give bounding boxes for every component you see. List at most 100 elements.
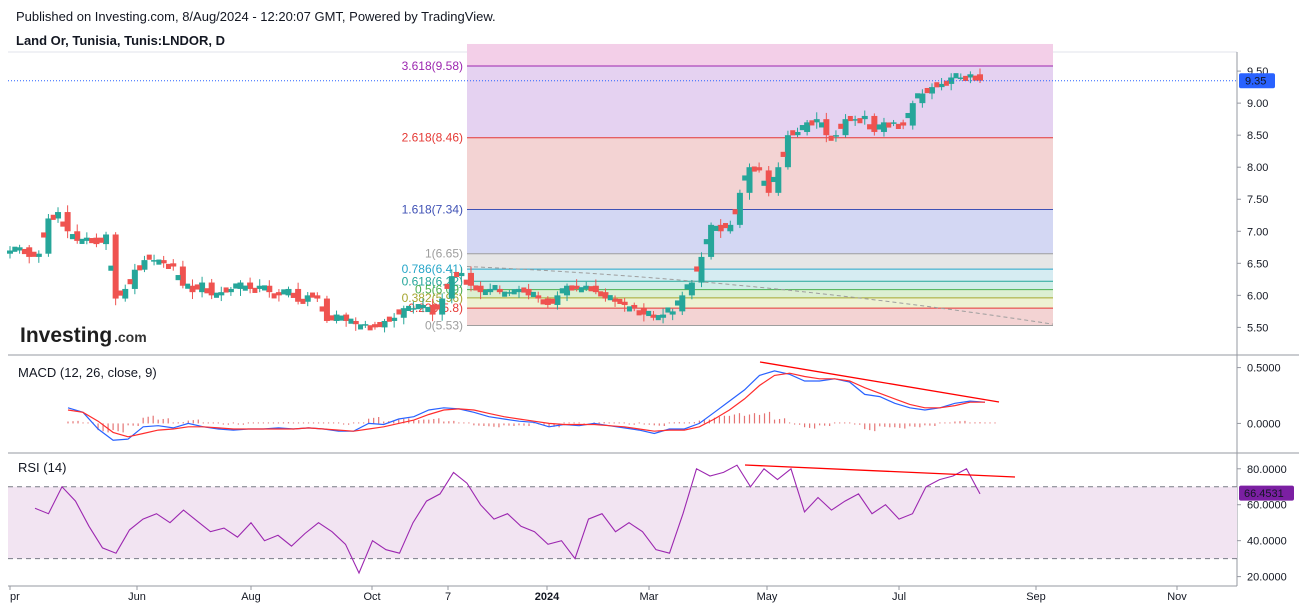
candle-body[interactable] bbox=[665, 307, 671, 313]
candle-body[interactable] bbox=[69, 234, 75, 240]
candle-body[interactable] bbox=[242, 285, 248, 291]
candle-body[interactable] bbox=[31, 251, 37, 257]
candle-body[interactable] bbox=[237, 282, 244, 289]
candle-body[interactable] bbox=[295, 288, 302, 302]
candle-body[interactable] bbox=[708, 224, 715, 257]
candle-body[interactable] bbox=[262, 285, 268, 291]
candle-body[interactable] bbox=[506, 292, 513, 294]
candle-body[interactable] bbox=[784, 135, 791, 168]
candle-body[interactable] bbox=[857, 118, 863, 124]
candle-body[interactable] bbox=[703, 239, 709, 245]
candle-body[interactable] bbox=[252, 287, 258, 293]
time-axis[interactable]: pr Jun Aug Oct 7 2024 Mar May Jul Sep Nov bbox=[9, 586, 1187, 603]
candle-body[interactable] bbox=[564, 285, 571, 296]
candle-body[interactable] bbox=[895, 123, 901, 130]
candle-body[interactable] bbox=[227, 288, 234, 293]
candle-body[interactable] bbox=[410, 308, 417, 310]
candle-body[interactable] bbox=[607, 295, 613, 301]
candle-body[interactable] bbox=[828, 135, 834, 141]
candle-body[interactable] bbox=[852, 119, 859, 121]
candle-body[interactable] bbox=[977, 74, 983, 81]
candle-body[interactable] bbox=[16, 247, 23, 251]
candle-body[interactable] bbox=[540, 299, 546, 305]
candle-body[interactable] bbox=[477, 285, 484, 293]
candle-body[interactable] bbox=[948, 77, 955, 84]
candle-body[interactable] bbox=[530, 291, 536, 297]
candle-body[interactable] bbox=[333, 314, 340, 321]
candle-body[interactable] bbox=[598, 291, 604, 297]
candle-body[interactable] bbox=[362, 324, 369, 326]
candle-body[interactable] bbox=[98, 237, 104, 243]
candle-body[interactable] bbox=[602, 292, 609, 299]
candle-body[interactable] bbox=[890, 122, 897, 124]
candle-body[interactable] bbox=[55, 212, 62, 219]
candle-body[interactable] bbox=[314, 295, 321, 299]
candle-body[interactable] bbox=[117, 290, 123, 296]
candle-body[interactable] bbox=[281, 289, 287, 295]
candle-body[interactable] bbox=[444, 283, 450, 289]
candle-body[interactable] bbox=[578, 287, 584, 293]
candle-body[interactable] bbox=[304, 295, 311, 302]
candle-body[interactable] bbox=[160, 260, 167, 264]
candle-body[interactable] bbox=[751, 166, 757, 172]
candle-body[interactable] bbox=[218, 292, 225, 296]
candle-body[interactable] bbox=[799, 125, 805, 131]
candle-body[interactable] bbox=[12, 246, 18, 252]
candle-body[interactable] bbox=[41, 232, 47, 238]
candle-body[interactable] bbox=[722, 223, 728, 229]
candle-body[interactable] bbox=[727, 224, 734, 232]
candle-body[interactable] bbox=[640, 308, 647, 315]
candle-body[interactable] bbox=[838, 123, 844, 129]
candle-body[interactable] bbox=[74, 231, 81, 241]
candle-body[interactable] bbox=[415, 304, 421, 310]
candle-body[interactable] bbox=[45, 218, 52, 254]
candle-body[interactable] bbox=[93, 237, 100, 245]
candle-body[interactable] bbox=[521, 287, 527, 293]
candle-body[interactable] bbox=[429, 304, 436, 315]
candle-body[interactable] bbox=[396, 309, 402, 315]
candle-body[interactable] bbox=[880, 122, 887, 132]
candle-body[interactable] bbox=[573, 285, 580, 289]
candle-body[interactable] bbox=[698, 256, 705, 283]
candle-body[interactable] bbox=[679, 295, 686, 312]
candle-body[interactable] bbox=[886, 122, 892, 128]
candle-body[interactable] bbox=[271, 293, 277, 299]
candle-body[interactable] bbox=[861, 115, 868, 120]
candle-body[interactable] bbox=[473, 285, 479, 291]
candle-body[interactable] bbox=[957, 77, 964, 80]
price-scale[interactable]: 9.509.008.508.007.507.006.506.005.50 bbox=[1237, 66, 1268, 334]
candle-body[interactable] bbox=[487, 288, 494, 293]
candle-body[interactable] bbox=[367, 325, 373, 331]
candle-body[interactable] bbox=[137, 265, 143, 271]
candle-body[interactable] bbox=[909, 103, 916, 126]
candle-body[interactable] bbox=[165, 263, 171, 269]
candle-body[interactable] bbox=[963, 75, 969, 82]
candle-body[interactable] bbox=[26, 247, 33, 257]
macd-divergence-trendline[interactable] bbox=[759, 361, 1000, 403]
candlestick-series[interactable] bbox=[7, 68, 983, 333]
candle-body[interactable] bbox=[972, 75, 978, 81]
candle-body[interactable] bbox=[765, 170, 772, 193]
candle-body[interactable] bbox=[544, 298, 551, 305]
candle-body[interactable] bbox=[876, 124, 882, 130]
candle-body[interactable] bbox=[127, 279, 133, 285]
candle-body[interactable] bbox=[832, 135, 839, 137]
candle-body[interactable] bbox=[425, 306, 431, 313]
candle-body[interactable] bbox=[343, 314, 350, 321]
candle-body[interactable] bbox=[103, 234, 110, 245]
candle-body[interactable] bbox=[900, 122, 907, 126]
candle-body[interactable] bbox=[804, 122, 811, 132]
candle-body[interactable] bbox=[175, 275, 181, 281]
candle-body[interactable] bbox=[694, 266, 700, 272]
candle-body[interactable] bbox=[406, 305, 412, 311]
candle-body[interactable] bbox=[141, 260, 148, 270]
candle-body[interactable] bbox=[391, 317, 398, 321]
candle-body[interactable] bbox=[943, 80, 949, 86]
candle-body[interactable] bbox=[419, 304, 426, 309]
candle-body[interactable] bbox=[938, 83, 945, 88]
candle-body[interactable] bbox=[660, 314, 667, 318]
candle-body[interactable] bbox=[170, 263, 177, 267]
candle-body[interactable] bbox=[559, 288, 565, 294]
candle-body[interactable] bbox=[275, 292, 282, 296]
candle-body[interactable] bbox=[736, 192, 743, 225]
